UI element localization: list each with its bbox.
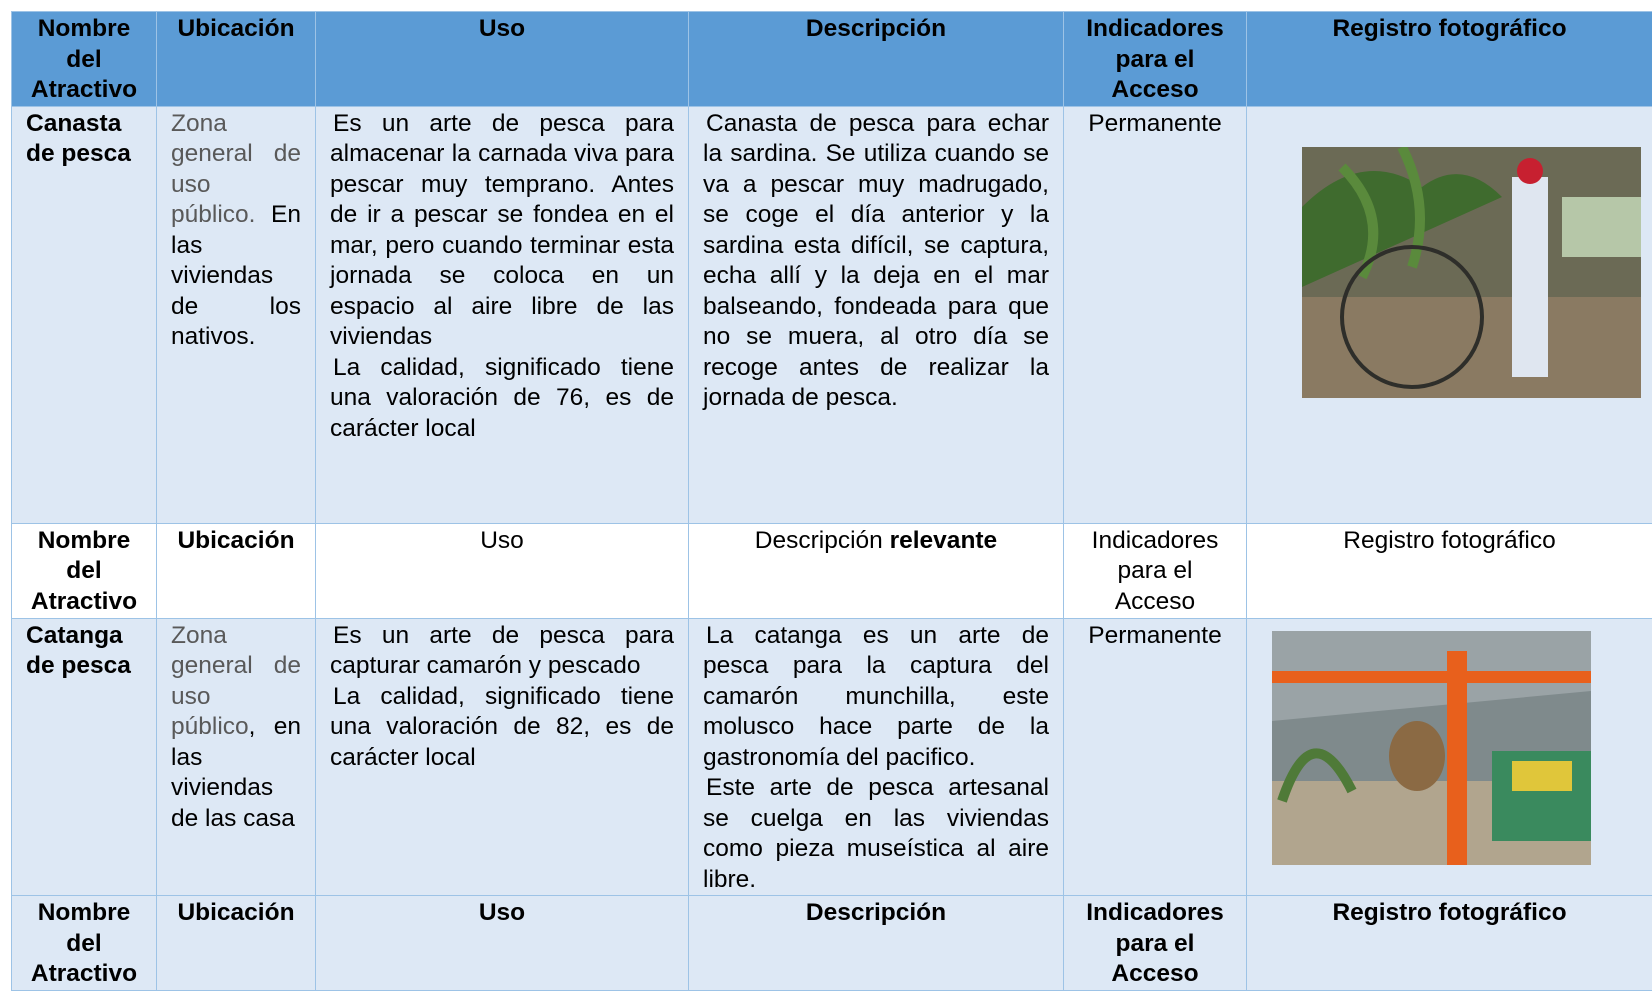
data-row: Catanga de pesca Zona general de uso púb… [12, 618, 1652, 896]
location-cell: Zona general de uso público, en las vivi… [157, 618, 316, 896]
subheader-cell: Nombre del Atractivo [12, 523, 157, 618]
header-cell: Nombre del Atractivo [12, 896, 157, 991]
header-cell: Ubicación [157, 12, 316, 107]
photo [1272, 631, 1591, 865]
header-cell: Registro fotográfico [1247, 896, 1652, 991]
subheader-text: relevante [890, 527, 998, 554]
use-cell: Es un arte de pesca para capturar camaró… [316, 618, 689, 896]
use-text: Es un arte de pesca para capturar camaró… [330, 621, 674, 682]
location-cell: Zona general de uso público. En las vivi… [157, 106, 316, 523]
header-cell: Uso [316, 12, 689, 107]
use-text: Es un arte de pesca para almacenar la ca… [330, 109, 674, 353]
subheader-cell: Registro fotográfico [1247, 523, 1652, 618]
description-text: Canasta de pesca para echar la sardina. … [703, 109, 1049, 414]
header-cell: Registro fotográfico [1247, 12, 1652, 107]
use-text: La calidad, significado tiene una valora… [330, 682, 674, 774]
attraction-name: Catanga de pesca [12, 618, 157, 896]
attraction-name: Canasta de pesca [12, 106, 157, 523]
header-cell: Uso [316, 896, 689, 991]
photo-cell [1247, 618, 1652, 896]
header-row: Nombre del Atractivo Ubicación Uso Descr… [12, 896, 1652, 991]
subheader-text: Descripción [755, 527, 883, 554]
header-cell: Nombre del Atractivo [12, 12, 157, 107]
subheader-row: Nombre del Atractivo Ubicación Uso Descr… [12, 523, 1652, 618]
header-cell: Indicadores para el Acceso [1064, 12, 1247, 107]
photo [1302, 147, 1641, 398]
description-text: La catanga es un arte de pesca para la c… [703, 621, 1049, 774]
use-text: La calidad, significado tiene una valora… [330, 353, 674, 445]
attractions-table: Nombre del Atractivo Ubicación Uso Descr… [11, 11, 1652, 991]
header-cell: Indicadores para el Acceso [1064, 896, 1247, 991]
description-cell: La catanga es un arte de pesca para la c… [689, 618, 1064, 896]
header-row: Nombre del Atractivo Ubicación Uso Descr… [12, 12, 1652, 107]
description-cell: Canasta de pesca para echar la sardina. … [689, 106, 1064, 523]
data-row: Canasta de pesca Zona general de uso púb… [12, 106, 1652, 523]
subheader-cell: Ubicación [157, 523, 316, 618]
header-cell: Ubicación [157, 896, 316, 991]
use-cell: Es un arte de pesca para almacenar la ca… [316, 106, 689, 523]
description-text: Este arte de pesca artesanal se cuelga e… [703, 773, 1049, 895]
subheader-cell: Uso [316, 523, 689, 618]
photo-cell [1247, 106, 1652, 523]
header-cell: Descripción [689, 896, 1064, 991]
subheader-cell: Indicadores para el Acceso [1064, 523, 1247, 618]
access-cell: Permanente [1064, 106, 1247, 523]
header-cell: Descripción [689, 12, 1064, 107]
access-cell: Permanente [1064, 618, 1247, 896]
subheader-cell: Descripción relevante [689, 523, 1064, 618]
